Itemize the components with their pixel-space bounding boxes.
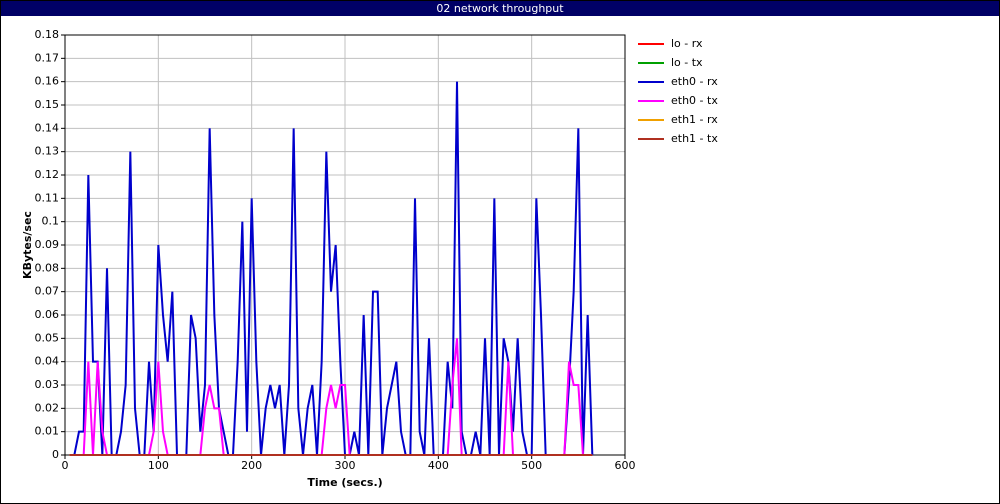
series-line: [69, 81, 594, 456]
x-tick-label: 0: [62, 459, 69, 472]
x-tick-label: 200: [241, 459, 262, 472]
y-tick-label: 0.04: [35, 355, 60, 368]
y-tick-label: 0.17: [35, 51, 60, 64]
y-tick-label: 0.1: [42, 215, 60, 228]
y-tick-label: 0: [52, 448, 59, 461]
x-tick-label: 600: [615, 459, 636, 472]
x-tick-label: 400: [428, 459, 449, 472]
y-tick-label: 0.18: [35, 28, 60, 41]
y-tick-label: 0.16: [35, 75, 60, 88]
y-tick-label: 0.15: [35, 98, 60, 111]
x-tick-label: 100: [148, 459, 169, 472]
y-axis-label: KBytes/sec: [21, 211, 34, 279]
y-tick-label: 0.02: [35, 401, 60, 414]
chart-title: 02 network throughput: [436, 2, 564, 15]
x-tick-label: 500: [521, 459, 542, 472]
legend-label: eth0 - rx: [671, 75, 718, 88]
legend-label: eth1 - rx: [671, 113, 718, 126]
y-tick-label: 0.13: [35, 145, 60, 158]
y-tick-label: 0.14: [35, 121, 60, 134]
y-tick-label: 0.11: [35, 191, 60, 204]
x-tick-label: 300: [335, 459, 356, 472]
y-tick-label: 0.07: [35, 285, 60, 298]
legend-label: lo - tx: [671, 56, 703, 69]
y-tick-label: 0.09: [35, 238, 60, 251]
x-axis-label: Time (secs.): [307, 476, 382, 489]
y-tick-label: 0.03: [35, 378, 60, 391]
legend-label: lo - rx: [671, 37, 703, 50]
y-tick-label: 0.01: [35, 425, 60, 438]
series-line: [69, 338, 593, 456]
title-bar: [1, 1, 999, 16]
y-tick-label: 0.12: [35, 168, 60, 181]
legend-label: eth0 - tx: [671, 94, 718, 107]
y-tick-label: 0.06: [35, 308, 60, 321]
legend-label: eth1 - tx: [671, 132, 718, 145]
y-tick-label: 0.05: [35, 331, 60, 344]
y-tick-label: 0.08: [35, 261, 60, 274]
